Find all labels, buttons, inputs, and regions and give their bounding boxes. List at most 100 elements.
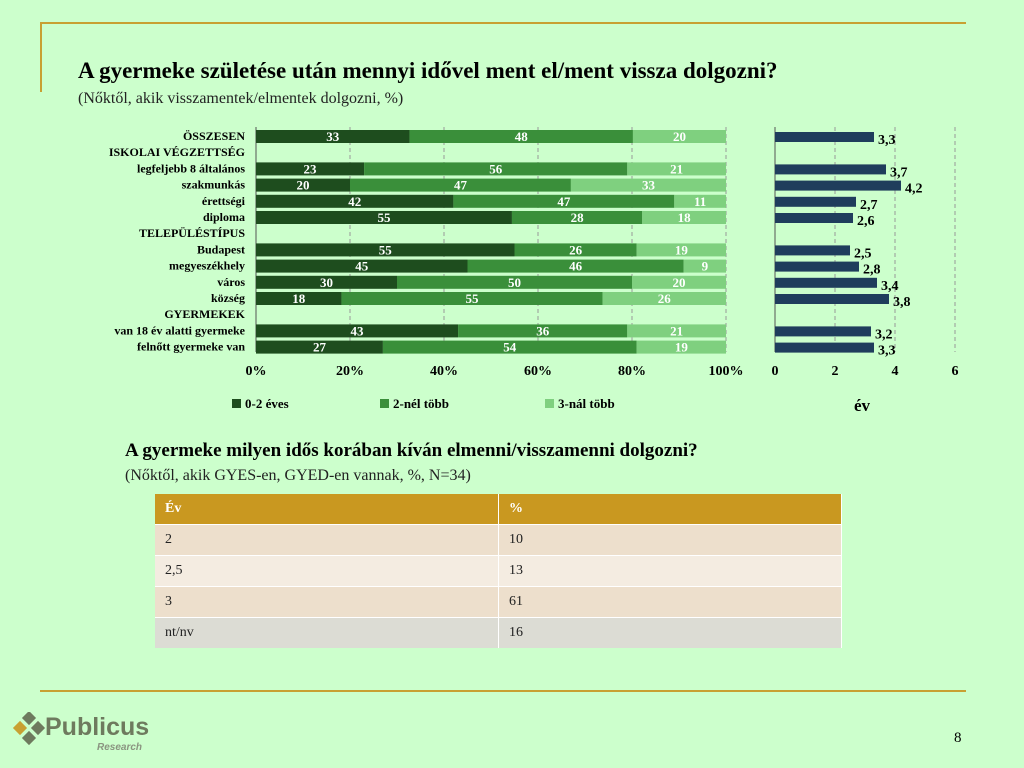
data-label: 3,3 (878, 133, 896, 148)
bottom-rule (40, 690, 966, 692)
cell-year: 3 (155, 586, 499, 618)
cell-year: 2 (155, 524, 499, 556)
bar-segment (256, 292, 342, 305)
x-tick-label: 40% (430, 364, 458, 379)
row-label: Budapest (197, 242, 245, 256)
bar-segment (632, 130, 726, 143)
data-label: 19 (675, 242, 689, 257)
data-label: 26 (658, 291, 672, 306)
data-label: 20 (673, 275, 686, 290)
data-label: 47 (454, 178, 468, 193)
bar-segment (467, 259, 684, 273)
charts: 0% 20% 40% 60% 80% 100%ÖSSZESEN 33 48 20ISKOLAI … (109, 127, 959, 415)
x-tick-label: 80% (618, 364, 646, 379)
bar-segment (674, 194, 726, 208)
bar-segment (453, 194, 675, 208)
bar-segment (514, 243, 637, 257)
x-tick-label: 0 (772, 364, 779, 379)
data-label: 55 (466, 291, 480, 306)
year-bar (775, 277, 877, 288)
header-percent: % (498, 494, 842, 525)
data-label: 36 (536, 323, 550, 338)
top-rule (40, 22, 966, 24)
year-bar (775, 294, 889, 304)
x-tick-label: 4 (892, 364, 899, 379)
data-label: 43 (351, 323, 365, 338)
legend-label: 2-nél több (393, 396, 449, 411)
year-bar (775, 213, 853, 223)
data-label: 50 (508, 275, 521, 290)
bar-segment (409, 130, 633, 143)
page-subtitle: (Nőktől, akik visszamentek/elmentek dolg… (78, 90, 404, 107)
data-label: 20 (673, 129, 686, 144)
data-label: 2,8 (863, 263, 881, 278)
data-label: 23 (304, 161, 318, 176)
table-row: 2,5 13 (155, 555, 842, 587)
data-label: 4,2 (905, 182, 923, 197)
row-label: van 18 év alatti gyermeke (114, 323, 245, 337)
legend-swatch (545, 399, 554, 408)
data-label: 55 (377, 210, 391, 225)
data-label: 27 (313, 340, 327, 355)
page-title: A gyermeke születése után mennyi idővel … (78, 58, 778, 83)
data-label: 3,3 (878, 344, 896, 359)
legend-swatch (380, 399, 389, 408)
bar-segment (364, 162, 628, 176)
bar-segment (256, 243, 515, 257)
table-subtitle: (Nőktől, akik GYES-en, GYED-en vannak, %… (125, 467, 471, 484)
row-label: legfeljebb 8 általános (137, 161, 245, 175)
legend-label: 0-2 éves (245, 396, 289, 411)
bar-segment (256, 211, 512, 224)
data-label: 28 (571, 210, 585, 225)
data-label: 21 (670, 161, 683, 176)
row-label: diploma (203, 210, 245, 224)
table-header-row: Év % (155, 494, 842, 525)
x-tick-label: 60% (524, 364, 552, 379)
data-label: 18 (678, 210, 692, 225)
year-bar (775, 261, 859, 272)
data-label: 55 (379, 242, 393, 257)
data-label: 46 (569, 259, 583, 274)
data-label: 47 (557, 194, 571, 209)
data-label: 33 (326, 129, 340, 144)
bar-segment (627, 324, 726, 338)
logo-name: Publicus (45, 713, 150, 741)
data-label: 56 (489, 161, 503, 176)
bar-segment (256, 130, 410, 143)
data-label: 2,6 (857, 214, 875, 229)
age-table: Év % 2 10 2,5 13 3 61 nt/nv 16 (155, 494, 842, 648)
bar-segment (350, 178, 571, 192)
bar-segment (341, 292, 603, 305)
data-label: 9 (702, 259, 709, 274)
legend-label: 3-nál több (558, 396, 615, 411)
bar-segment (256, 194, 454, 208)
cell-percent: 13 (498, 555, 842, 587)
bar-segment (683, 259, 726, 273)
bar-segment (256, 162, 365, 176)
table-row: nt/nv 16 (155, 617, 842, 648)
table-title: A gyermeke milyen idős korában kíván elm… (125, 440, 698, 461)
data-label: 54 (503, 340, 517, 355)
row-label: ISKOLAI VÉGZETTSÉG (109, 145, 245, 159)
bar-segment (636, 340, 726, 354)
bar-segment (632, 275, 726, 289)
x-tick-label: 20% (336, 364, 364, 379)
data-label: 3,8 (893, 295, 911, 310)
data-label: 11 (694, 194, 706, 209)
row-label: megyeszékhely (169, 259, 245, 273)
bar-segment (511, 211, 643, 224)
legend-swatch (232, 399, 241, 408)
data-label: 19 (675, 340, 689, 355)
x-tick-label: 2 (832, 364, 839, 379)
data-label: 42 (348, 194, 361, 209)
table-row: 3 61 (155, 586, 842, 618)
cell-year: nt/nv (155, 617, 499, 648)
header-year: Év (155, 494, 499, 525)
page-number: 8 (954, 730, 962, 746)
row-label: ÖSSZESEN (183, 129, 245, 143)
x-tick-label: 6 (952, 364, 959, 379)
data-label: 2,5 (854, 246, 872, 261)
data-label: 33 (642, 178, 656, 193)
year-bar (775, 326, 871, 337)
x-tick-label: 0% (246, 364, 267, 379)
